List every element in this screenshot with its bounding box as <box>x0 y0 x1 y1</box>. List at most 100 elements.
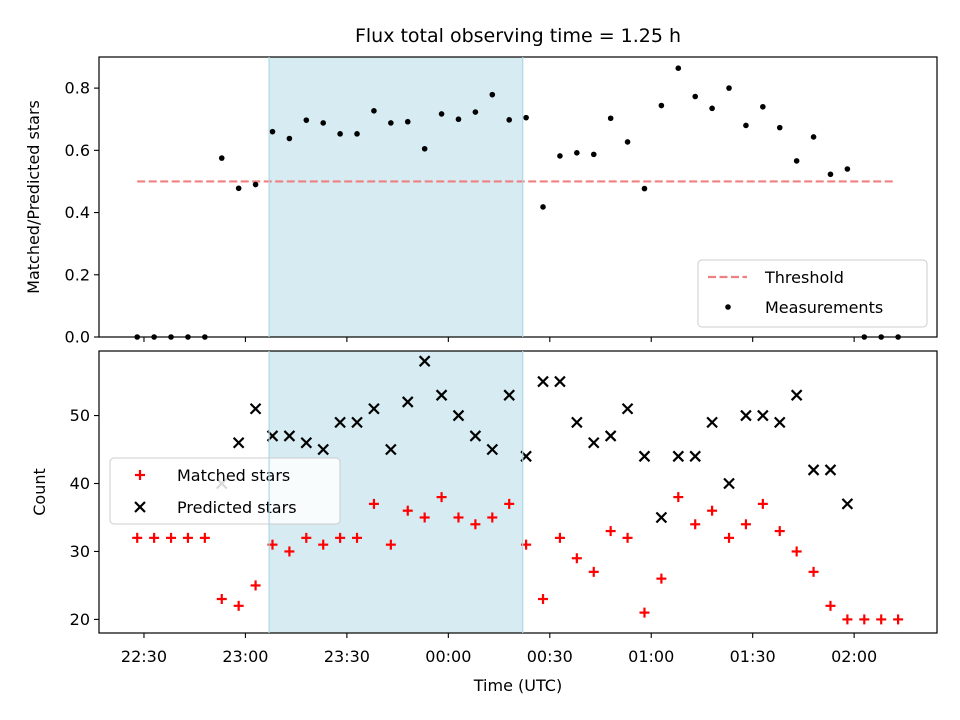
predicted-star-point <box>368 402 380 415</box>
matched-star-point <box>352 532 363 543</box>
legend-matched-label: Matched stars <box>177 466 290 485</box>
measurement-point <box>421 145 428 152</box>
predicted-star-point <box>706 416 718 429</box>
marker-stroke <box>706 416 718 429</box>
y-tick-label: 40 <box>70 474 90 493</box>
measurement-point <box>760 103 766 110</box>
predicted-star-point <box>503 389 515 401</box>
measurement-point <box>489 91 496 98</box>
predicted-star-point <box>537 375 549 388</box>
top-y-axis-label: Matched/Predicted stars <box>24 100 43 294</box>
bottom-legend: Matched stars Predicted stars <box>109 457 341 525</box>
measurement-point <box>472 109 479 115</box>
x-tick-label: 23:00 <box>222 647 268 666</box>
predicted-star-point <box>587 436 600 449</box>
top-legend: Threshold Measurements <box>697 259 928 328</box>
legend-predicted-label: Predicted stars <box>177 498 297 517</box>
matched-star-point <box>825 600 836 611</box>
measurement-point <box>506 117 513 123</box>
measurement-point <box>235 185 242 192</box>
measurement-point <box>743 122 749 129</box>
marker-stroke <box>368 402 380 415</box>
marker-stroke <box>452 409 465 422</box>
measurement-point <box>523 114 529 121</box>
measurement-point <box>286 135 293 142</box>
measurement-point <box>709 105 715 112</box>
matched-star-point <box>859 614 870 625</box>
predicted-star-point <box>249 402 262 415</box>
legend-threshold-label: Threshold <box>764 268 844 287</box>
predicted-star-point <box>604 430 617 442</box>
matched-star-point <box>132 532 143 543</box>
measurement-point <box>844 166 851 172</box>
predicted-star-point <box>807 464 820 476</box>
marker-stroke <box>773 416 786 429</box>
matched-star-point <box>724 532 735 543</box>
matched-star-point <box>656 573 667 584</box>
measurement-point <box>658 102 665 109</box>
measurement-point <box>574 150 580 156</box>
predicted-star-point <box>351 416 363 429</box>
measurement-point <box>354 131 360 137</box>
measurement-point <box>810 134 817 140</box>
y-tick-label: 0.6 <box>65 141 90 160</box>
matched-star-point <box>504 498 515 509</box>
y-tick-label: 0.4 <box>65 203 90 222</box>
measurement-point <box>793 158 800 164</box>
legend-box <box>697 259 928 328</box>
predicted-star-point <box>452 409 465 422</box>
y-tick-label: 0.8 <box>65 79 90 98</box>
matched-star-point <box>233 600 244 611</box>
marker-stroke <box>571 416 583 429</box>
predicted-star-point <box>740 409 752 422</box>
top-panel: 0.00.20.40.60.8 Matched/Predicted stars … <box>24 56 938 347</box>
matched-star-point <box>199 532 210 543</box>
matched-star-point <box>707 505 718 516</box>
measurement-point <box>337 131 343 137</box>
predicted-star-point <box>317 443 329 456</box>
predicted-star-point <box>554 375 566 388</box>
measurement-point <box>540 204 546 210</box>
measurement-point <box>557 153 563 159</box>
marker-stroke <box>807 464 820 476</box>
marker-stroke <box>351 416 363 429</box>
predicted-star-point <box>571 416 583 429</box>
measurement-point <box>692 93 699 100</box>
measurement-point <box>303 117 310 123</box>
marker-stroke <box>554 375 566 388</box>
predicted-star-point <box>334 416 346 429</box>
matched-star-point <box>876 614 887 625</box>
measurement-point <box>590 151 597 158</box>
predicted-star-point <box>435 389 448 401</box>
matched-star-point <box>554 532 565 543</box>
predicted-star-point <box>385 443 397 456</box>
x-tick-label: 02:00 <box>831 647 877 666</box>
marker-stroke <box>587 436 600 449</box>
predicted-star-point <box>723 477 735 490</box>
count-points <box>132 355 904 625</box>
marker-stroke <box>385 443 397 456</box>
matched-star-point <box>368 498 379 509</box>
matched-star-point <box>166 532 177 543</box>
predicted-star-point <box>300 436 313 449</box>
marker-stroke <box>503 389 515 401</box>
matched-star-point <box>673 492 684 503</box>
marker-stroke <box>723 477 735 490</box>
marker-stroke <box>486 443 499 456</box>
marker-stroke <box>790 389 803 401</box>
marker-stroke <box>841 498 854 510</box>
predicted-star-point <box>790 389 803 401</box>
marker-stroke <box>655 511 668 524</box>
x-tick-label: 00:00 <box>425 647 471 666</box>
measurement-point <box>641 185 648 192</box>
predicted-star-point <box>621 402 634 415</box>
predicted-star-point <box>418 355 431 367</box>
marker-stroke <box>300 436 313 449</box>
top-y-ticks: 0.0 0.2 0.4 0.6 0.8 <box>65 79 99 347</box>
marker-stroke <box>418 355 431 367</box>
matched-star-point <box>842 614 853 625</box>
y-tick-label: 20 <box>70 610 90 629</box>
marker-stroke <box>317 443 329 456</box>
matched-star-point <box>588 566 599 577</box>
